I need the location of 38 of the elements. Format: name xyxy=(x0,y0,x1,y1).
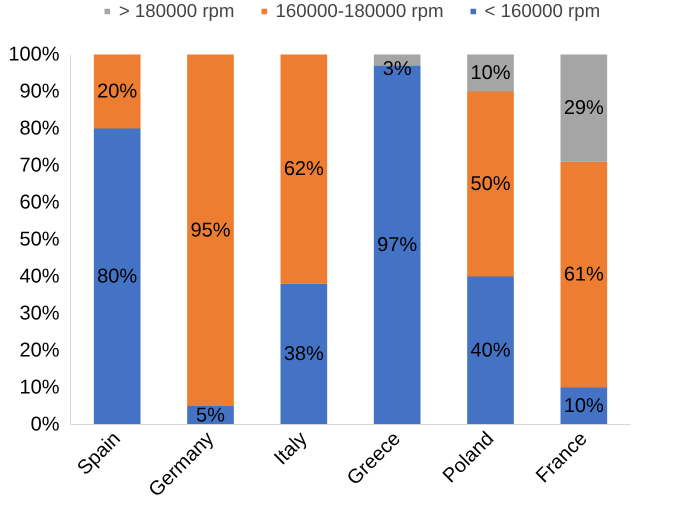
data-label: 61% xyxy=(564,264,604,286)
data-label: 10% xyxy=(470,62,511,84)
data-label: 20% xyxy=(97,80,138,102)
y-tick-label: 10% xyxy=(19,376,60,398)
y-tick-label: 20% xyxy=(19,340,60,362)
bar xyxy=(187,54,234,406)
data-label: 50% xyxy=(470,173,511,195)
y-tick-label: 40% xyxy=(19,266,60,288)
data-label: 3% xyxy=(382,58,412,80)
y-tick-label: 0% xyxy=(30,414,60,436)
bar xyxy=(280,284,328,424)
legend-label: < 160000 rpm xyxy=(484,0,600,22)
bar xyxy=(560,162,608,388)
bar xyxy=(467,92,514,276)
y-tick-label: 100% xyxy=(8,44,60,66)
bar xyxy=(94,128,140,424)
data-label: 95% xyxy=(190,219,231,242)
data-label: 80% xyxy=(97,266,138,288)
bar xyxy=(560,54,608,162)
bar xyxy=(94,54,140,128)
data-label: 29% xyxy=(564,97,604,120)
y-tick-label: 60% xyxy=(19,192,60,214)
bar xyxy=(467,276,514,424)
y-tick-label: 30% xyxy=(19,302,60,324)
data-label: 38% xyxy=(284,343,324,366)
legend-label: 160000-180000 rpm xyxy=(275,0,444,22)
data-label: 97% xyxy=(377,234,418,256)
y-tick-label: 50% xyxy=(19,228,60,250)
x-tick-label: Italy xyxy=(270,428,312,470)
y-tick-label: 80% xyxy=(19,118,60,140)
legend-label: > 180000 rpm xyxy=(118,0,234,22)
bar xyxy=(280,54,328,284)
data-label: 5% xyxy=(196,404,226,426)
y-tick-label: 70% xyxy=(19,154,60,176)
data-label: 62% xyxy=(284,158,324,180)
y-tick-label: 90% xyxy=(19,80,60,102)
data-label: 40% xyxy=(470,340,511,362)
data-label: 10% xyxy=(564,395,604,417)
